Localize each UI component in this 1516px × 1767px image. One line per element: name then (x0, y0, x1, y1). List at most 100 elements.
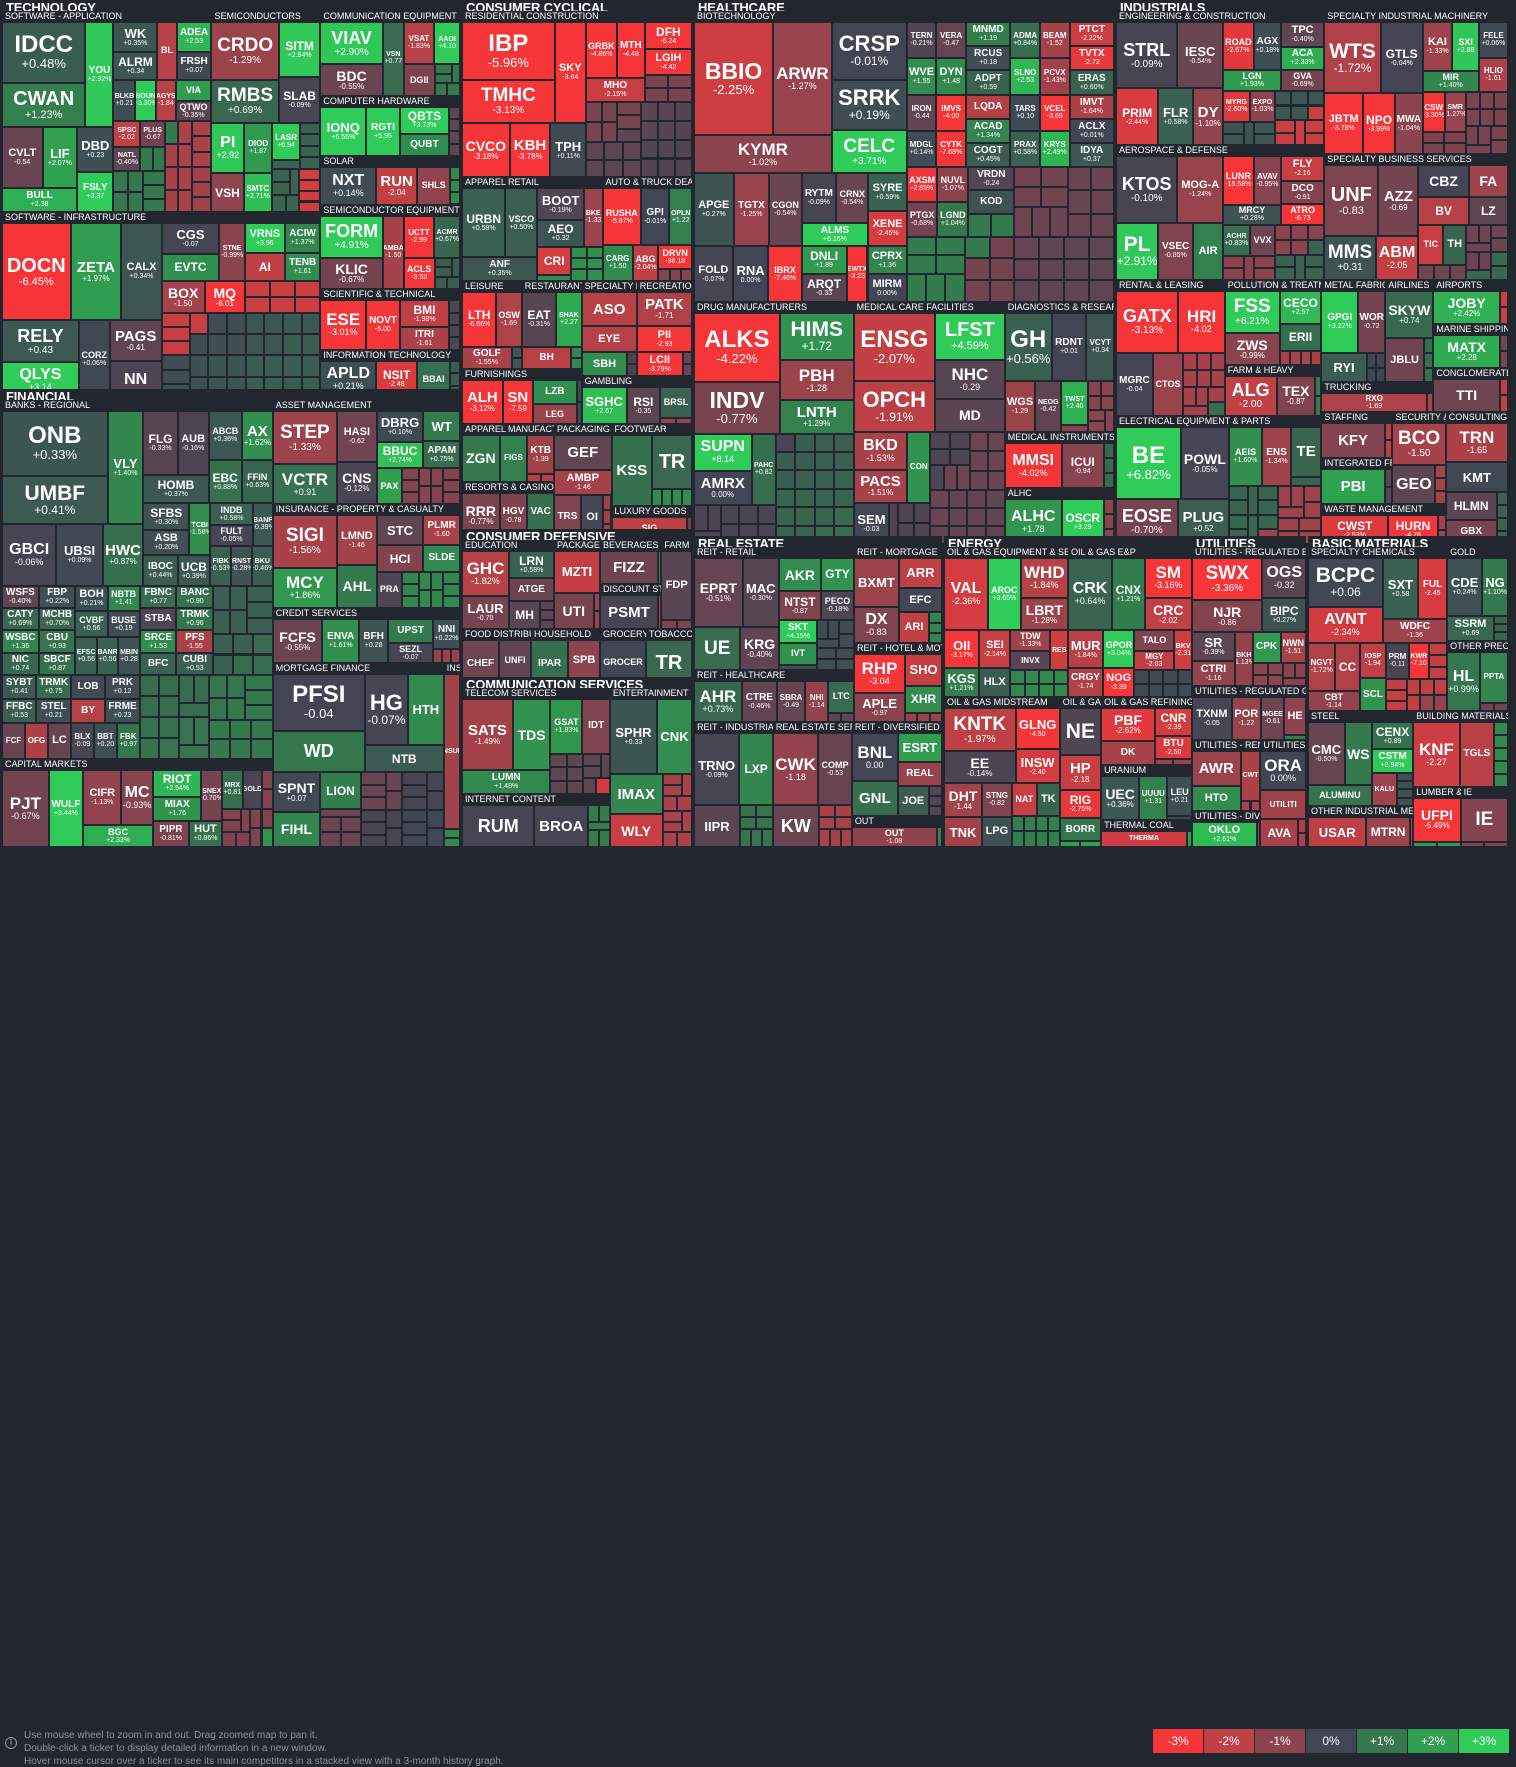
ticker-tile[interactable]: UMBF +0.41% (2, 475, 108, 524)
ticker-tile-small[interactable] (1435, 478, 1446, 492)
ticker-tile[interactable]: TPC -0.40% (1281, 22, 1325, 47)
ticker-tile[interactable]: KFY (1321, 422, 1385, 459)
ticker-tile-small[interactable] (299, 157, 321, 169)
ticker-tile[interactable]: TIC (1418, 224, 1444, 266)
ticker-tile-small[interactable] (1091, 167, 1114, 191)
ticker-tile-small[interactable] (795, 451, 815, 471)
ticker-tile[interactable]: GPI -0.01% (640, 188, 670, 246)
ticker-tile[interactable]: GLNG -4.50 (1015, 708, 1060, 750)
ticker-tile-small[interactable] (191, 136, 212, 152)
ticker-tile-small[interactable] (447, 83, 460, 96)
ticker-tile-small[interactable] (1050, 207, 1068, 238)
ticker-tile[interactable]: RCUS +0.18 (965, 46, 1011, 71)
ticker-tile-small[interactable] (945, 273, 965, 302)
ticker-tile[interactable]: RMBS +0.69% (211, 80, 279, 123)
ticker-tile[interactable]: LC (47, 722, 71, 759)
ticker-tile[interactable]: FUL -2.45 (1418, 558, 1448, 619)
ticker-tile-small[interactable] (245, 705, 273, 721)
ticker-tile[interactable]: BBUC +2.74% (376, 441, 424, 469)
ticker-tile-small[interactable] (1024, 683, 1040, 697)
ticker-tile-small[interactable] (571, 357, 582, 370)
ticker-tile[interactable]: SXI +2.88 (1452, 22, 1479, 71)
ticker-tile-small[interactable] (1465, 144, 1492, 155)
ticker-tile-small[interactable] (1010, 670, 1025, 684)
ticker-tile-small[interactable] (550, 753, 567, 768)
ticker-tile-small[interactable] (1291, 224, 1308, 240)
ticker-tile[interactable]: EVTC (161, 253, 220, 282)
ticker-tile[interactable]: DBRG +0.10% (376, 411, 424, 442)
ticker-tile[interactable]: BORR (1059, 818, 1102, 842)
ticker-tile[interactable]: CARG +1.50 (602, 245, 633, 281)
ticker-tile-small[interactable] (449, 312, 460, 325)
ticker-tile[interactable]: AEO +0.32 (537, 219, 584, 247)
ticker-tile-small[interactable] (1064, 258, 1090, 281)
ticker-tile-small[interactable] (245, 675, 273, 691)
ticker-tile-small[interactable] (928, 622, 942, 633)
ticker-tile[interactable]: BV (1418, 197, 1469, 225)
ticker-tile-small[interactable] (442, 583, 460, 596)
ticker-tile[interactable]: STEP -1.33% (272, 411, 338, 465)
ticker-tile[interactable]: MATX +2.28 (1433, 334, 1500, 368)
ticker-tile[interactable]: LUMN +1.48% (462, 770, 551, 794)
ticker-tile-small[interactable] (247, 617, 273, 634)
ticker-tile[interactable]: FRSH +0.07 (176, 51, 212, 80)
ticker-tile-small[interactable] (1494, 722, 1508, 736)
ticker-tile-small[interactable] (588, 805, 599, 822)
ticker-tile[interactable]: FFIN +0.63% (241, 460, 273, 503)
ticker-tile-small[interactable] (1437, 515, 1446, 530)
ticker-tile[interactable]: OKLO +2.61% (1192, 822, 1257, 847)
ticker-tile[interactable]: SOUN+3.30% (135, 79, 157, 122)
ticker-tile[interactable]: RES (1050, 630, 1068, 671)
ticker-tile[interactable]: CYTK -7.68% (936, 130, 966, 168)
ticker-tile[interactable]: HG -0.07% (364, 674, 408, 745)
ticker-tile-small[interactable] (1418, 265, 1435, 280)
ticker-tile[interactable]: APAM +0.75% (423, 441, 460, 469)
ticker-tile-small[interactable] (680, 269, 692, 281)
ticker-tile[interactable]: BGC +2.33% (83, 825, 153, 847)
ticker-tile[interactable]: MMSI -4.02% (1004, 443, 1062, 489)
ticker-tile-small[interactable] (814, 470, 835, 489)
ticker-tile[interactable]: CSTM +2.94% (1371, 749, 1414, 773)
ticker-tile-small[interactable] (1499, 290, 1508, 308)
ticker-tile-small[interactable] (261, 789, 273, 809)
ticker-tile-small[interactable] (968, 213, 992, 237)
ticker-tile-small[interactable] (989, 236, 1015, 259)
ticker-tile-small[interactable] (245, 334, 265, 356)
ticker-tile[interactable]: LTH -6.66% (462, 291, 497, 347)
ticker-tile[interactable]: ACIW +1.37% (284, 223, 321, 254)
ticker-tile-small[interactable] (301, 312, 321, 335)
ticker-tile[interactable]: BLKB +0.21 (113, 79, 136, 122)
ticker-tile-small[interactable] (1420, 695, 1434, 712)
ticker-tile[interactable]: LPG (981, 816, 1012, 847)
ticker-tile-small[interactable] (1277, 518, 1300, 532)
ticker-tile-small[interactable] (208, 697, 228, 721)
ticker-tile[interactable]: UBSI +0.09% (56, 523, 103, 586)
ticker-tile[interactable]: MGRC -0.04 (1116, 353, 1153, 416)
ticker-tile-small[interactable] (817, 647, 836, 659)
ticker-tile-small[interactable] (906, 255, 936, 274)
ticker-tile-small[interactable] (662, 821, 683, 833)
ticker-tile[interactable]: CTRI -1.16 (1192, 660, 1235, 687)
ticker-tile[interactable]: BANF+0.39% (252, 503, 273, 547)
ticker-tile-small[interactable] (1061, 424, 1088, 433)
ticker-tile-small[interactable] (1163, 670, 1178, 684)
ticker-tile[interactable]: TMHC -3.13% (462, 79, 555, 123)
ticker-tile-small[interactable] (189, 334, 209, 356)
ticker-tile[interactable]: NGVT -1.72% (1308, 642, 1336, 691)
ticker-tile-small[interactable] (161, 312, 190, 328)
ticker-tile-small[interactable] (948, 490, 968, 509)
ticker-tile-small[interactable] (970, 451, 988, 471)
ticker-tile-small[interactable] (419, 468, 432, 486)
ticker-tile[interactable]: LGND +1.04% (937, 201, 969, 237)
ticker-tile-small[interactable] (658, 158, 676, 178)
ticker-tile[interactable]: BKE -1.33 (583, 188, 603, 247)
ticker-tile-small[interactable] (603, 509, 612, 525)
ticker-tile[interactable]: KALU (1371, 772, 1397, 807)
ticker-tile-small[interactable] (682, 364, 692, 377)
ticker-tile[interactable]: FDP (661, 551, 692, 621)
ticker-tile-small[interactable] (1183, 387, 1196, 407)
ticker-tile[interactable]: AUB -0.16% (177, 411, 209, 476)
ticker-tile-small[interactable] (449, 300, 460, 313)
ticker-tile-small[interactable] (1243, 256, 1255, 280)
ticker-tile[interactable]: SPNT +0.07 (272, 772, 321, 812)
